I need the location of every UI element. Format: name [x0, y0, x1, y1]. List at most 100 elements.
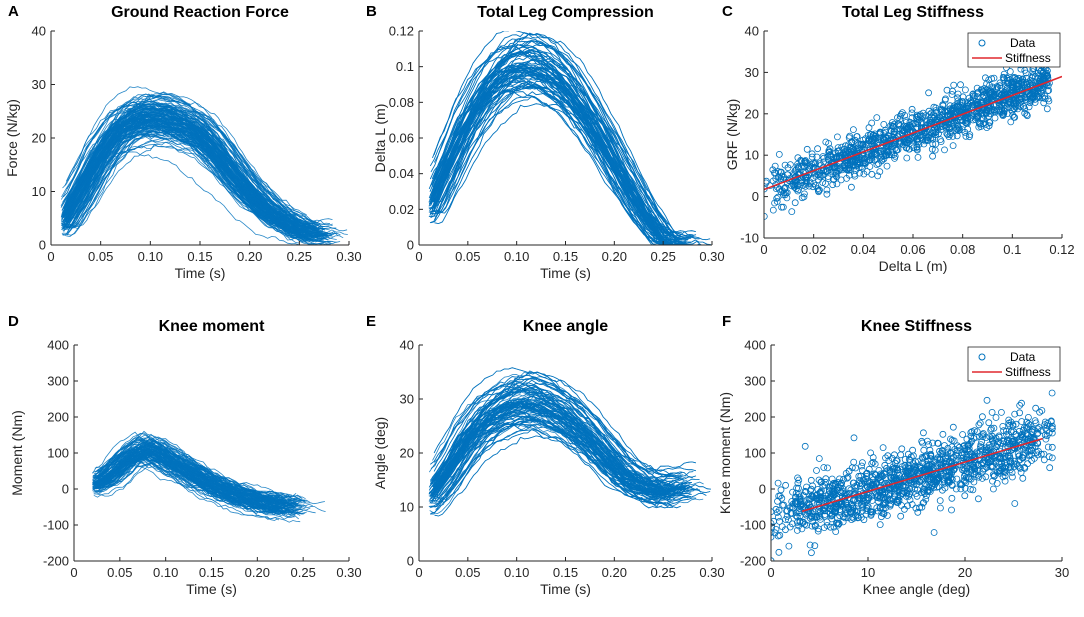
- series-line: [435, 67, 672, 245]
- data-point: [914, 153, 922, 161]
- data-point: [819, 482, 827, 490]
- data-point: [846, 143, 854, 151]
- series-line: [63, 108, 319, 239]
- data-point: [996, 101, 1003, 109]
- data-point: [788, 208, 796, 216]
- data-point: [998, 84, 1005, 92]
- data-point: [868, 119, 876, 127]
- data-point: [1007, 99, 1015, 107]
- data-point: [887, 127, 895, 135]
- y-tick-label: -100: [740, 518, 766, 533]
- y-tick-label: 400: [744, 338, 766, 353]
- data-point: [1017, 103, 1024, 111]
- fit-line: [801, 437, 1043, 513]
- data-point: [792, 493, 800, 501]
- series-line: [434, 380, 685, 483]
- data-point: [858, 514, 865, 521]
- data-point: [839, 518, 847, 526]
- series-line: [434, 77, 702, 245]
- data-point: [860, 490, 868, 498]
- series-line: [62, 129, 322, 231]
- data-point: [775, 150, 783, 158]
- data-point: [801, 442, 809, 450]
- data-point: [1037, 87, 1045, 95]
- data-point: [884, 147, 892, 155]
- data-point: [848, 500, 855, 508]
- data-point: [882, 454, 889, 462]
- data-point: [920, 446, 928, 454]
- data-point: [789, 488, 796, 496]
- data-point: [874, 172, 882, 180]
- series-line: [434, 416, 674, 503]
- data-point: [952, 485, 960, 493]
- data-point: [851, 496, 859, 504]
- data-point: [807, 476, 815, 484]
- data-point: [929, 140, 937, 148]
- data-point: [838, 166, 846, 174]
- data-point: [914, 119, 921, 127]
- data-point: [981, 106, 989, 114]
- legend-label-fit: Stiffness: [1005, 365, 1051, 379]
- data-point: [925, 89, 932, 97]
- data-point: [803, 145, 811, 153]
- data-point: [945, 133, 953, 141]
- data-point: [916, 478, 923, 486]
- data-point: [982, 446, 990, 454]
- data-point: [791, 167, 799, 174]
- data-point: [808, 150, 816, 158]
- data-point: [817, 516, 824, 523]
- data-point: [823, 186, 831, 194]
- panel-letter: B: [366, 3, 377, 20]
- data-point: [802, 180, 810, 188]
- data-point: [876, 521, 884, 528]
- data-point: [961, 446, 969, 454]
- data-point: [967, 485, 974, 493]
- series-line: [65, 106, 324, 230]
- data-point: [979, 433, 987, 441]
- data-point: [928, 466, 936, 474]
- data-point: [928, 109, 935, 117]
- chart-title: Knee moment: [159, 318, 265, 335]
- series-line: [431, 387, 671, 488]
- data-point: [829, 181, 837, 189]
- fit-line: [764, 75, 1062, 191]
- data-point: [891, 459, 899, 467]
- data-point: [845, 485, 853, 493]
- series-line: [429, 70, 690, 245]
- data-point: [1005, 416, 1013, 424]
- data-point: [883, 162, 891, 170]
- series-line: [66, 109, 318, 231]
- data-point: [814, 527, 822, 535]
- panel-letter: E: [366, 313, 376, 330]
- data-point: [858, 466, 866, 474]
- data-point: [846, 161, 854, 169]
- data-point: [890, 120, 898, 128]
- chart-title: Ground Reaction Force: [111, 4, 289, 21]
- data-point: [948, 494, 956, 502]
- chart-title: Knee Stiffness: [861, 318, 972, 335]
- data-point: [811, 170, 819, 178]
- data-point: [957, 81, 964, 89]
- data-point: [1021, 93, 1029, 100]
- data-point: [833, 519, 840, 527]
- data-point: [994, 453, 1001, 461]
- data-point: [806, 541, 814, 549]
- data-point: [1031, 454, 1038, 462]
- data-point: [809, 482, 816, 490]
- data-point: [822, 138, 830, 146]
- data-point: [839, 502, 846, 510]
- data-point: [922, 112, 929, 119]
- data-point: [880, 121, 888, 128]
- data-point: [987, 426, 995, 434]
- data-point: [775, 492, 783, 500]
- data-point: [776, 518, 783, 525]
- data-point: [829, 482, 837, 490]
- data-point: [927, 450, 935, 458]
- data-point: [830, 523, 838, 531]
- y-tick-label: 0.1: [396, 59, 414, 74]
- data-point: [914, 486, 921, 494]
- series-line: [67, 119, 319, 238]
- legend-box: [967, 32, 1061, 68]
- y-tick-label: 300: [744, 374, 766, 389]
